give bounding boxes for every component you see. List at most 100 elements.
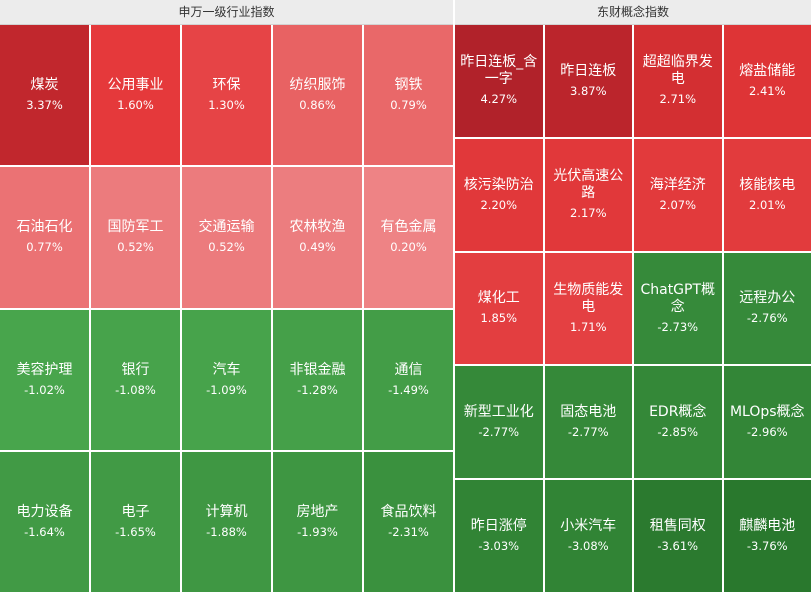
tile-change-percent: 2.20% [480, 197, 518, 212]
tile-name: 计算机 [205, 503, 248, 520]
tile-change-percent: -3.08% [567, 539, 609, 554]
tile-name: 海洋经济 [649, 176, 706, 193]
tile-change-percent: 0.86% [299, 98, 336, 113]
tile-name: 环保 [212, 77, 241, 94]
heatmap-tile[interactable]: 交通运输 0.52% [182, 167, 271, 308]
heatmap-tile[interactable]: 通信 -1.49% [364, 309, 453, 450]
tile-change-percent: -1.93% [297, 524, 338, 539]
heatmap-tile[interactable]: ChatGPT概念 -2.73% [634, 252, 722, 365]
tile-change-percent: -2.73% [657, 319, 699, 334]
concept-index-panel: 东财概念指数 昨日连板_含一字 4.27% 昨日连板 3.87% 超超临界发电 2.71%… [455, 0, 811, 592]
heatmap-tile[interactable]: 食品饮料 -2.31% [364, 451, 453, 592]
tile-change-percent: -1.64% [24, 524, 65, 539]
tile-change-percent: -2.77% [567, 425, 609, 440]
tile-name: 石油石化 [16, 219, 73, 236]
concept-index-title: 东财概念指数 [455, 0, 811, 25]
heatmap-tile[interactable]: 远程办公 -2.76% [723, 252, 811, 365]
tile-change-percent: 1.71% [569, 319, 607, 334]
tile-change-percent: -1.49% [388, 382, 429, 397]
tile-name: 煤化工 [477, 290, 520, 307]
tile-change-percent: -3.61% [657, 539, 699, 554]
heatmap-tile[interactable]: 国防军工 0.52% [91, 167, 180, 308]
tile-name: EDR概念 [649, 404, 707, 421]
tile-name: 小米汽车 [560, 518, 617, 535]
heatmap-tile[interactable]: MLOps概念 -2.96% [723, 366, 811, 479]
tile-name: 农林牧渔 [289, 219, 346, 236]
heatmap-tile[interactable]: 煤化工 1.85% [455, 252, 543, 365]
tile-name: 公用事业 [107, 77, 164, 94]
heatmap-tile[interactable]: 农林牧渔 0.49% [273, 167, 362, 308]
heatmap-tile[interactable]: 公用事业 1.60% [91, 25, 180, 166]
tile-change-percent: -1.08% [115, 382, 156, 397]
heatmap-tile[interactable]: 电子 -1.65% [91, 451, 180, 592]
heatmap-tile[interactable]: 固态电池 -2.77% [544, 366, 632, 479]
heatmap-tile[interactable]: 有色金属 0.20% [364, 167, 453, 308]
heatmap-tile[interactable]: EDR概念 -2.85% [634, 366, 722, 479]
tile-change-percent: -1.65% [115, 524, 156, 539]
tile-change-percent: 4.27% [480, 92, 518, 107]
heatmap-tile[interactable]: 租售同权 -3.61% [634, 480, 722, 592]
tile-change-percent: 2.41% [748, 83, 786, 98]
heatmap-tile[interactable]: 昨日连板_含一字 4.27% [455, 25, 543, 137]
heatmap-tile[interactable]: 银行 -1.08% [91, 309, 180, 450]
heatmap-tile[interactable]: 光伏高速公路 2.17% [544, 138, 632, 251]
heatmap-tile[interactable]: 房地产 -1.93% [273, 451, 362, 592]
tile-name: 美容护理 [16, 361, 73, 378]
tile-name: 纺织服饰 [289, 77, 346, 94]
tile-name: 食品饮料 [380, 503, 437, 520]
heatmap-tile[interactable]: 生物质能发电 1.71% [544, 252, 632, 365]
heatmap-tile[interactable]: 核能核电 2.01% [723, 138, 811, 251]
tile-change-percent: 2.17% [569, 206, 607, 221]
heatmap-tile[interactable]: 超超临界发电 2.71% [634, 25, 722, 137]
heatmap-tile[interactable]: 纺织服饰 0.86% [273, 25, 362, 166]
tile-change-percent: 0.77% [26, 240, 63, 255]
tile-change-percent: 0.52% [117, 240, 154, 255]
heatmap-tile[interactable]: 新型工业化 -2.77% [455, 366, 543, 479]
heatmap-tile[interactable]: 电力设备 -1.64% [0, 451, 89, 592]
tile-name: 光伏高速公路 [553, 168, 624, 202]
tile-change-percent: -1.09% [206, 382, 247, 397]
heatmap-tile[interactable]: 煤炭 3.37% [0, 25, 89, 166]
tile-change-percent: -1.28% [297, 382, 338, 397]
tile-name: 熔盐储能 [739, 62, 796, 79]
tile-name: 房地产 [296, 503, 339, 520]
tile-name: 固态电池 [560, 404, 617, 421]
tile-name: 汽车 [212, 361, 241, 378]
tile-change-percent: 2.01% [748, 197, 786, 212]
tile-change-percent: -1.88% [206, 524, 247, 539]
heatmap-tile[interactable]: 钢铁 0.79% [364, 25, 453, 166]
tile-name: 有色金属 [380, 219, 437, 236]
tile-name: 核污染防治 [463, 176, 534, 193]
tile-name: 银行 [121, 361, 150, 378]
tile-change-percent: 0.49% [299, 240, 336, 255]
heatmap-tile[interactable]: 石油石化 0.77% [0, 167, 89, 308]
heatmap-tile[interactable]: 美容护理 -1.02% [0, 309, 89, 450]
industry-index-panel: 申万一级行业指数 煤炭 3.37% 公用事业 1.60% 环保 1.30% 纺织服饰 0.86… [0, 0, 453, 592]
heatmap-tile[interactable]: 小米汽车 -3.08% [544, 480, 632, 592]
tile-name: MLOps概念 [729, 404, 805, 421]
tile-name: 钢铁 [394, 77, 423, 94]
heatmap-tile[interactable]: 熔盐储能 2.41% [723, 25, 811, 137]
tile-name: 麒麟电池 [739, 518, 796, 535]
heatmap-tile[interactable]: 环保 1.30% [182, 25, 271, 166]
tile-change-percent: 1.30% [208, 98, 245, 113]
tile-change-percent: 1.85% [480, 311, 518, 326]
tile-change-percent: -2.96% [746, 425, 788, 440]
tile-change-percent: 0.20% [390, 240, 427, 255]
tile-name: ChatGPT概念 [640, 281, 716, 315]
industry-index-title: 申万一级行业指数 [0, 0, 453, 25]
industry-heatmap-grid: 煤炭 3.37% 公用事业 1.60% 环保 1.30% 纺织服饰 0.86% 钢铁 0.79% 石… [0, 25, 453, 592]
heatmap-tile[interactable]: 昨日连板 3.87% [544, 25, 632, 137]
tile-name: 电子 [121, 503, 150, 520]
tile-change-percent: -2.85% [657, 425, 699, 440]
heatmap-tile[interactable]: 汽车 -1.09% [182, 309, 271, 450]
heatmap-tile[interactable]: 计算机 -1.88% [182, 451, 271, 592]
tile-change-percent: 2.07% [659, 197, 697, 212]
tile-name: 电力设备 [16, 503, 73, 520]
heatmap-tile[interactable]: 核污染防治 2.20% [455, 138, 543, 251]
tile-change-percent: 3.87% [569, 83, 607, 98]
heatmap-tile[interactable]: 海洋经济 2.07% [634, 138, 722, 251]
heatmap-tile[interactable]: 麒麟电池 -3.76% [723, 480, 811, 592]
heatmap-tile[interactable]: 非银金融 -1.28% [273, 309, 362, 450]
heatmap-tile[interactable]: 昨日涨停 -3.03% [455, 480, 543, 592]
